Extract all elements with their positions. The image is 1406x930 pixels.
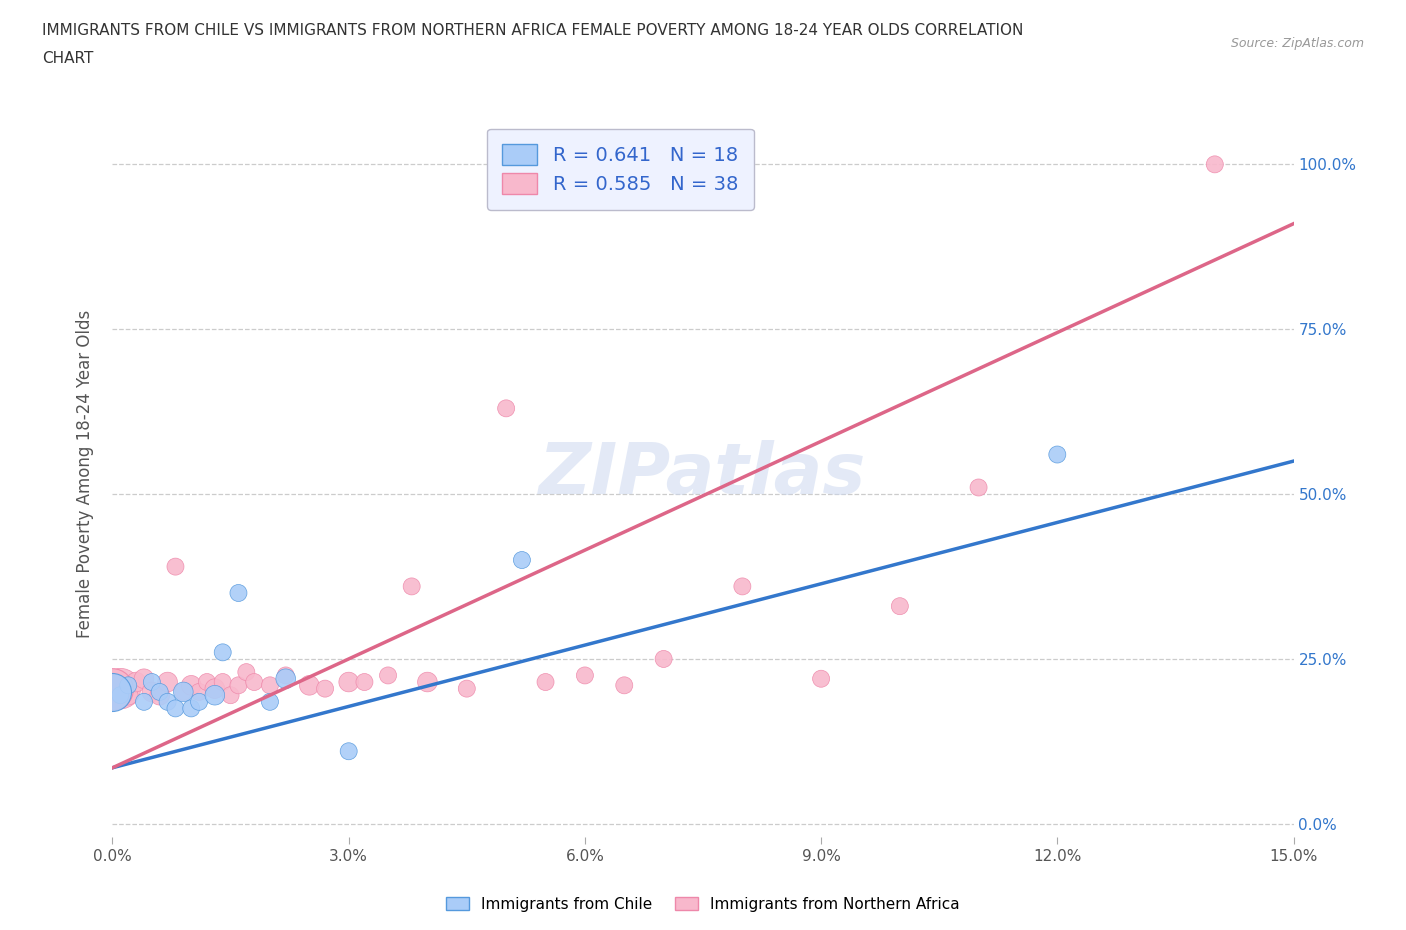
- Point: [456, 681, 478, 696]
- Text: ZIPatlas: ZIPatlas: [540, 440, 866, 509]
- Point: [337, 744, 360, 759]
- Point: [156, 674, 179, 689]
- Point: [298, 678, 321, 693]
- Legend: Immigrants from Chile, Immigrants from Northern Africa: Immigrants from Chile, Immigrants from N…: [440, 890, 966, 918]
- Point: [274, 668, 297, 683]
- Point: [211, 674, 233, 689]
- Point: [416, 674, 439, 689]
- Point: [810, 671, 832, 686]
- Point: [110, 681, 132, 696]
- Point: [1204, 157, 1226, 172]
- Point: [180, 701, 202, 716]
- Point: [1046, 447, 1069, 462]
- Point: [235, 665, 257, 680]
- Point: [117, 688, 139, 703]
- Text: IMMIGRANTS FROM CHILE VS IMMIGRANTS FROM NORTHERN AFRICA FEMALE POVERTY AMONG 18: IMMIGRANTS FROM CHILE VS IMMIGRANTS FROM…: [42, 23, 1024, 38]
- Point: [652, 652, 675, 667]
- Point: [141, 684, 163, 699]
- Point: [101, 681, 124, 696]
- Point: [165, 701, 187, 716]
- Point: [314, 681, 336, 696]
- Point: [172, 684, 194, 699]
- Point: [110, 688, 132, 703]
- Point: [243, 674, 266, 689]
- Point: [401, 579, 423, 594]
- Point: [495, 401, 517, 416]
- Text: Source: ZipAtlas.com: Source: ZipAtlas.com: [1230, 37, 1364, 50]
- Point: [259, 695, 281, 710]
- Point: [172, 684, 194, 699]
- Point: [156, 695, 179, 710]
- Point: [274, 671, 297, 686]
- Point: [259, 678, 281, 693]
- Point: [141, 674, 163, 689]
- Point: [574, 668, 596, 683]
- Point: [613, 678, 636, 693]
- Point: [228, 586, 250, 601]
- Point: [101, 684, 124, 699]
- Legend: R = 0.641   N = 18, R = 0.585   N = 38: R = 0.641 N = 18, R = 0.585 N = 38: [486, 128, 754, 210]
- Point: [149, 688, 172, 703]
- Point: [132, 695, 155, 710]
- Point: [165, 559, 187, 574]
- Point: [228, 678, 250, 693]
- Point: [731, 579, 754, 594]
- Text: CHART: CHART: [42, 51, 94, 66]
- Y-axis label: Female Poverty Among 18-24 Year Olds: Female Poverty Among 18-24 Year Olds: [76, 311, 94, 638]
- Point: [132, 671, 155, 686]
- Point: [149, 684, 172, 699]
- Point: [204, 688, 226, 703]
- Point: [377, 668, 399, 683]
- Point: [510, 552, 533, 567]
- Point: [967, 480, 990, 495]
- Point: [180, 678, 202, 693]
- Point: [889, 599, 911, 614]
- Point: [353, 674, 375, 689]
- Point: [117, 678, 139, 693]
- Point: [534, 674, 557, 689]
- Point: [125, 674, 148, 689]
- Point: [188, 684, 211, 699]
- Point: [204, 681, 226, 696]
- Point: [337, 674, 360, 689]
- Point: [188, 695, 211, 710]
- Point: [211, 644, 233, 659]
- Point: [195, 674, 218, 689]
- Point: [219, 688, 242, 703]
